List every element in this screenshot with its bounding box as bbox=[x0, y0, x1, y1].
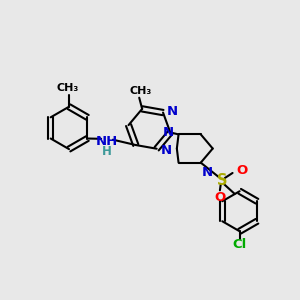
Text: H: H bbox=[102, 145, 112, 158]
Text: NH: NH bbox=[95, 135, 118, 148]
Text: N: N bbox=[163, 126, 174, 140]
Text: Cl: Cl bbox=[232, 238, 247, 251]
Text: CH₃: CH₃ bbox=[56, 83, 79, 94]
Text: N: N bbox=[167, 105, 178, 118]
Text: S: S bbox=[217, 173, 227, 188]
Text: O: O bbox=[214, 191, 225, 205]
Text: CH₃: CH₃ bbox=[130, 86, 152, 96]
Text: N: N bbox=[160, 144, 172, 157]
Text: N: N bbox=[202, 166, 213, 179]
Text: O: O bbox=[237, 164, 248, 177]
